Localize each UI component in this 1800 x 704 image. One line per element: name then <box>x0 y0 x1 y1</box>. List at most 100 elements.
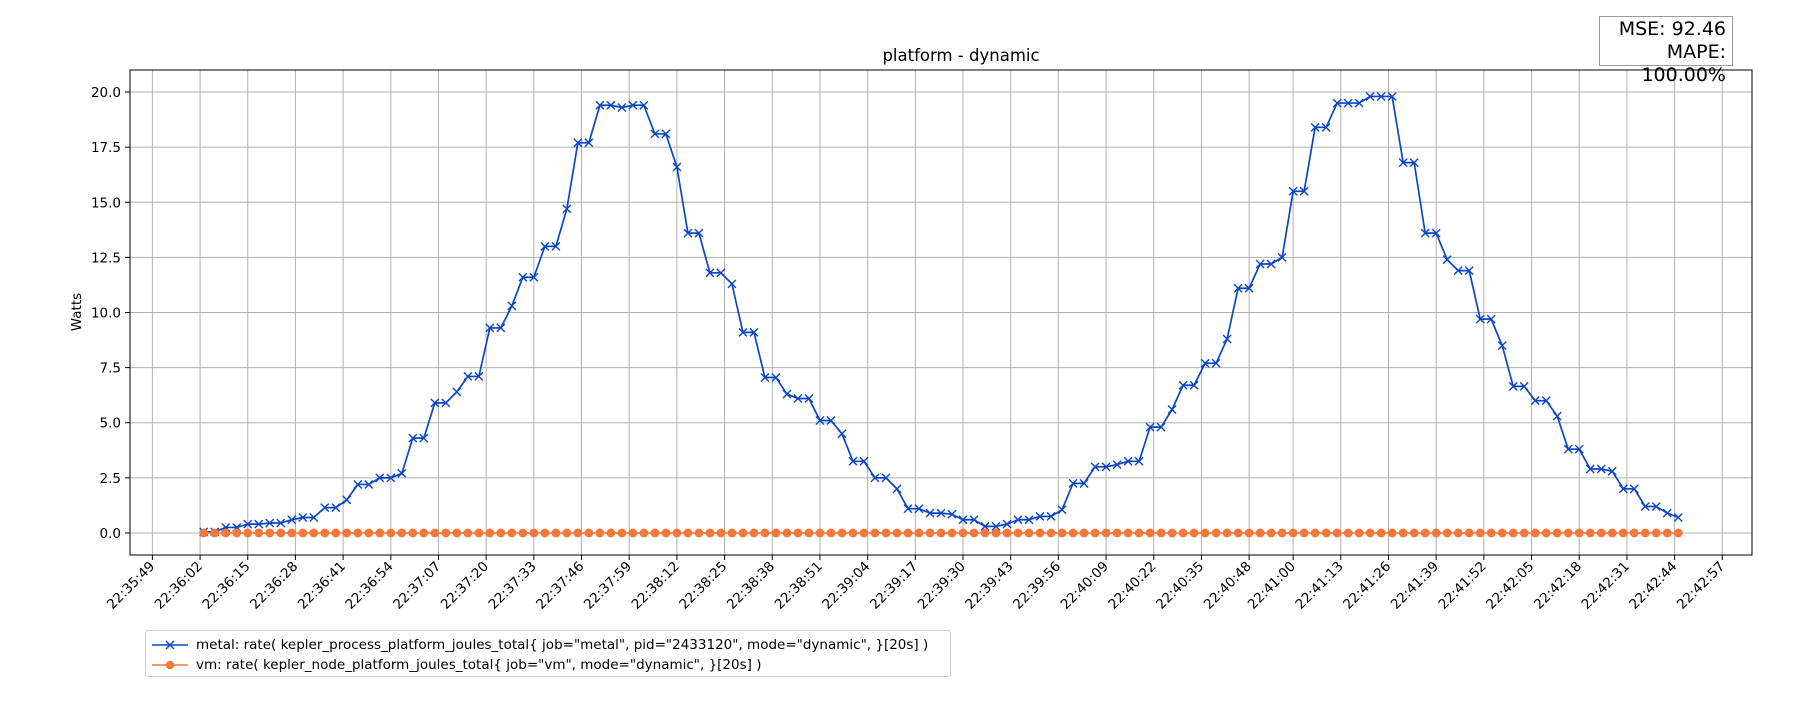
data-point-vm <box>1596 528 1606 538</box>
data-point-metal <box>243 519 253 529</box>
data-point-metal <box>760 373 770 383</box>
data-point-vm <box>1156 528 1166 538</box>
data-point-vm <box>265 528 275 538</box>
data-point-vm <box>1387 528 1397 538</box>
data-point-metal <box>716 268 726 278</box>
data-point-vm <box>826 528 836 538</box>
data-point-metal <box>1640 502 1650 511</box>
data-point-metal <box>1574 444 1584 454</box>
data-point-metal <box>1398 158 1408 168</box>
data-point-vm <box>1178 528 1188 538</box>
data-point-vm <box>617 528 627 538</box>
data-point-metal <box>1178 380 1188 390</box>
data-point-vm <box>606 528 616 538</box>
data-point-vm <box>573 528 583 538</box>
data-point-vm <box>903 528 913 538</box>
data-point-vm <box>1519 528 1529 538</box>
data-point-metal <box>804 393 814 403</box>
data-point-vm <box>254 528 264 538</box>
data-point-vm <box>837 528 847 538</box>
data-point-vm <box>914 528 924 538</box>
data-point-metal <box>1090 462 1100 472</box>
x-tick-label: 22:37:59 <box>581 559 635 613</box>
data-point-metal <box>1112 460 1122 470</box>
data-point-metal <box>353 479 363 489</box>
data-point-vm <box>749 528 759 538</box>
data-point-metal <box>364 479 374 489</box>
data-point-vm <box>771 528 781 538</box>
data-point-metal <box>1332 98 1342 108</box>
data-point-vm <box>793 528 803 538</box>
data-point-metal <box>1618 484 1628 494</box>
legend-entry-vm: vm: rate( kepler_node_platform_joules_to… <box>146 655 761 675</box>
data-point-metal <box>254 519 264 529</box>
data-point-vm <box>936 528 946 538</box>
x-tick-label: 22:38:12 <box>629 559 683 613</box>
data-point-metal <box>914 504 924 514</box>
data-point-metal <box>694 228 704 238</box>
data-point-metal <box>1068 478 1078 488</box>
data-point-vm <box>551 528 561 538</box>
data-point-metal <box>958 515 968 525</box>
data-point-vm <box>298 528 308 538</box>
data-point-metal <box>793 393 803 403</box>
data-point-metal <box>650 129 660 139</box>
data-point-vm <box>199 528 209 538</box>
data-point-metal <box>452 387 462 397</box>
data-point-vm <box>375 528 385 538</box>
data-point-metal <box>540 241 550 251</box>
data-point-vm <box>1035 528 1045 538</box>
data-point-metal <box>463 371 473 381</box>
data-point-metal <box>903 504 913 514</box>
metrics-box: MSE: 92.46 MAPE: 100.00% <box>1599 16 1733 86</box>
data-point-vm <box>1211 528 1221 538</box>
data-point-vm <box>639 528 649 538</box>
data-point-vm <box>1321 528 1331 538</box>
data-point-vm <box>1464 528 1474 538</box>
data-point-vm <box>1332 528 1342 538</box>
data-point-vm <box>1101 528 1111 538</box>
data-point-vm <box>683 528 693 538</box>
data-point-vm <box>540 528 550 538</box>
data-point-metal <box>397 468 407 478</box>
data-point-vm <box>386 528 396 538</box>
data-point-vm <box>1255 528 1265 538</box>
data-point-metal <box>1255 259 1265 269</box>
data-point-vm <box>1552 528 1562 538</box>
data-point-metal <box>298 513 308 523</box>
data-point-vm <box>562 528 572 538</box>
x-tick-label: 22:36:28 <box>247 559 301 613</box>
data-point-metal <box>1156 422 1166 432</box>
data-point-metal <box>1134 456 1144 466</box>
data-point-vm <box>584 528 594 538</box>
data-point-vm <box>628 528 638 538</box>
data-point-metal <box>683 228 693 238</box>
data-point-vm <box>1530 528 1540 538</box>
data-point-vm <box>320 528 330 538</box>
data-point-metal <box>1310 122 1320 132</box>
data-point-metal <box>287 515 297 525</box>
data-point-metal <box>639 100 649 110</box>
data-point-vm <box>892 528 902 538</box>
x-tick-label: 22:41:52 <box>1436 559 1490 613</box>
mse-value: MSE: 92.46 <box>1618 18 1726 40</box>
x-tick-label: 22:39:56 <box>1010 559 1064 613</box>
data-point-metal <box>1101 462 1111 472</box>
data-point-vm <box>1486 528 1496 538</box>
x-tick-label: 22:40:09 <box>1058 559 1112 613</box>
data-point-vm <box>705 528 715 538</box>
x-tick-label: 22:41:39 <box>1388 559 1442 613</box>
x-tick-label: 22:37:46 <box>533 559 587 613</box>
data-point-vm <box>1651 528 1661 538</box>
data-point-vm <box>364 528 374 538</box>
data-point-vm <box>859 528 869 538</box>
data-point-vm <box>1046 528 1056 538</box>
data-point-metal <box>529 272 539 282</box>
series-layer <box>199 91 1683 538</box>
data-point-vm <box>1200 528 1210 538</box>
data-point-vm <box>1167 528 1177 538</box>
data-point-metal <box>837 429 847 439</box>
data-point-vm <box>1123 528 1133 538</box>
data-point-metal <box>386 473 396 483</box>
y-tick-label: 12.5 <box>91 250 121 266</box>
